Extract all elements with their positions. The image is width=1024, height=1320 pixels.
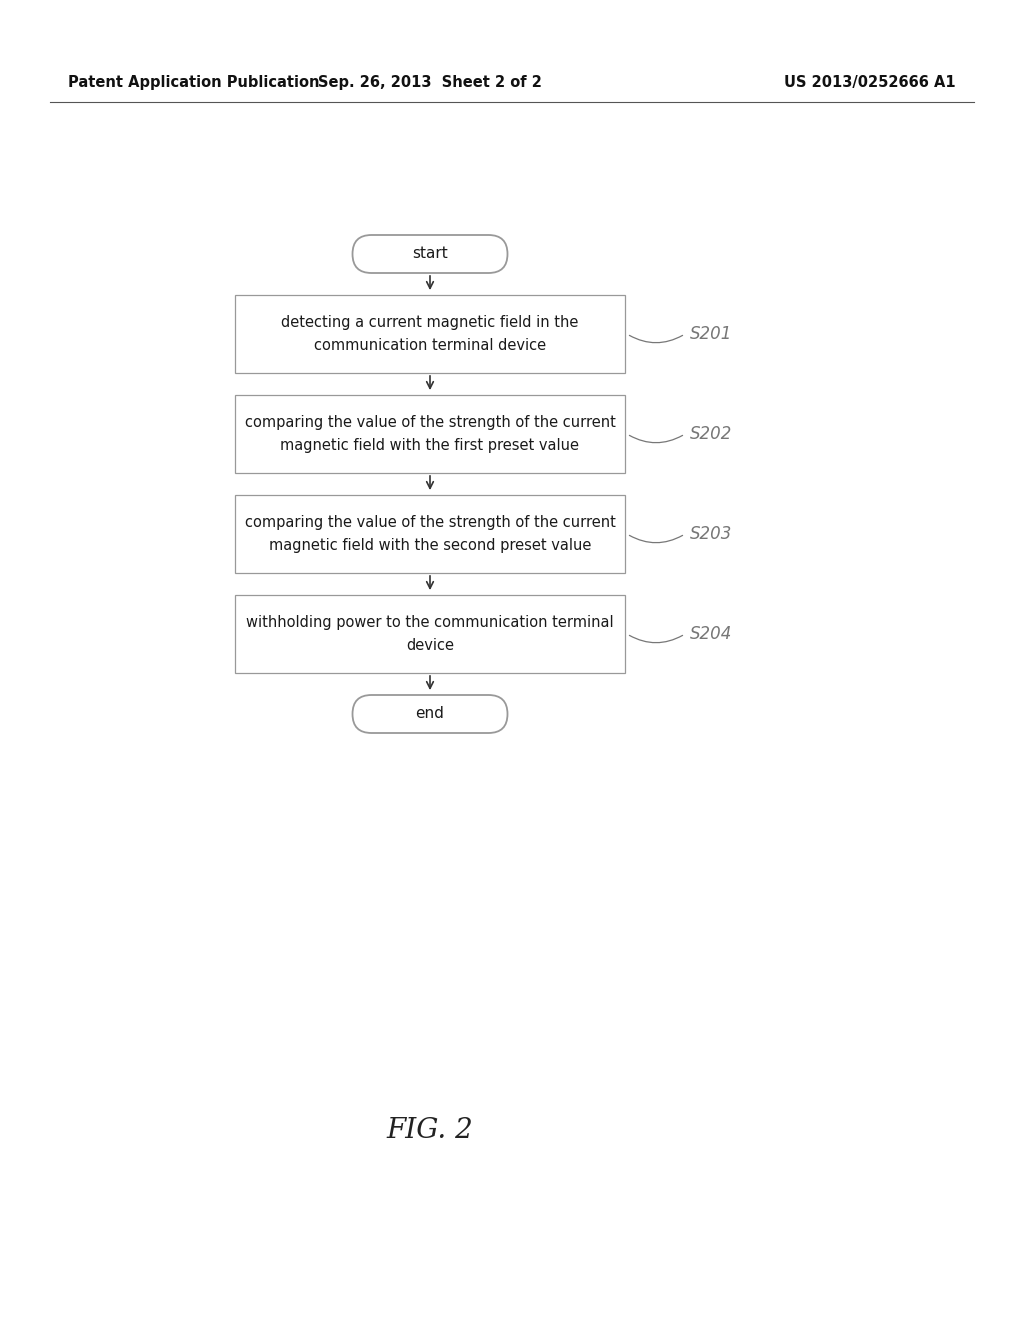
- Text: S203: S203: [690, 525, 732, 543]
- Text: FIG. 2: FIG. 2: [387, 1117, 473, 1143]
- FancyBboxPatch shape: [234, 294, 625, 374]
- Text: detecting a current magnetic field in the
communication terminal device: detecting a current magnetic field in th…: [282, 315, 579, 352]
- Text: Patent Application Publication: Patent Application Publication: [68, 74, 319, 90]
- FancyBboxPatch shape: [234, 395, 625, 473]
- Text: end: end: [416, 706, 444, 722]
- FancyBboxPatch shape: [352, 235, 508, 273]
- FancyBboxPatch shape: [234, 495, 625, 573]
- FancyBboxPatch shape: [352, 696, 508, 733]
- FancyBboxPatch shape: [234, 595, 625, 673]
- Text: comparing the value of the strength of the current
magnetic field with the first: comparing the value of the strength of t…: [245, 416, 615, 453]
- Text: Sep. 26, 2013  Sheet 2 of 2: Sep. 26, 2013 Sheet 2 of 2: [318, 74, 542, 90]
- Text: comparing the value of the strength of the current
magnetic field with the secon: comparing the value of the strength of t…: [245, 515, 615, 553]
- Text: S204: S204: [690, 624, 732, 643]
- Text: withholding power to the communication terminal
device: withholding power to the communication t…: [246, 615, 613, 652]
- Text: US 2013/0252666 A1: US 2013/0252666 A1: [784, 74, 956, 90]
- Text: S201: S201: [690, 325, 732, 343]
- Text: S202: S202: [690, 425, 732, 444]
- Text: start: start: [412, 247, 447, 261]
